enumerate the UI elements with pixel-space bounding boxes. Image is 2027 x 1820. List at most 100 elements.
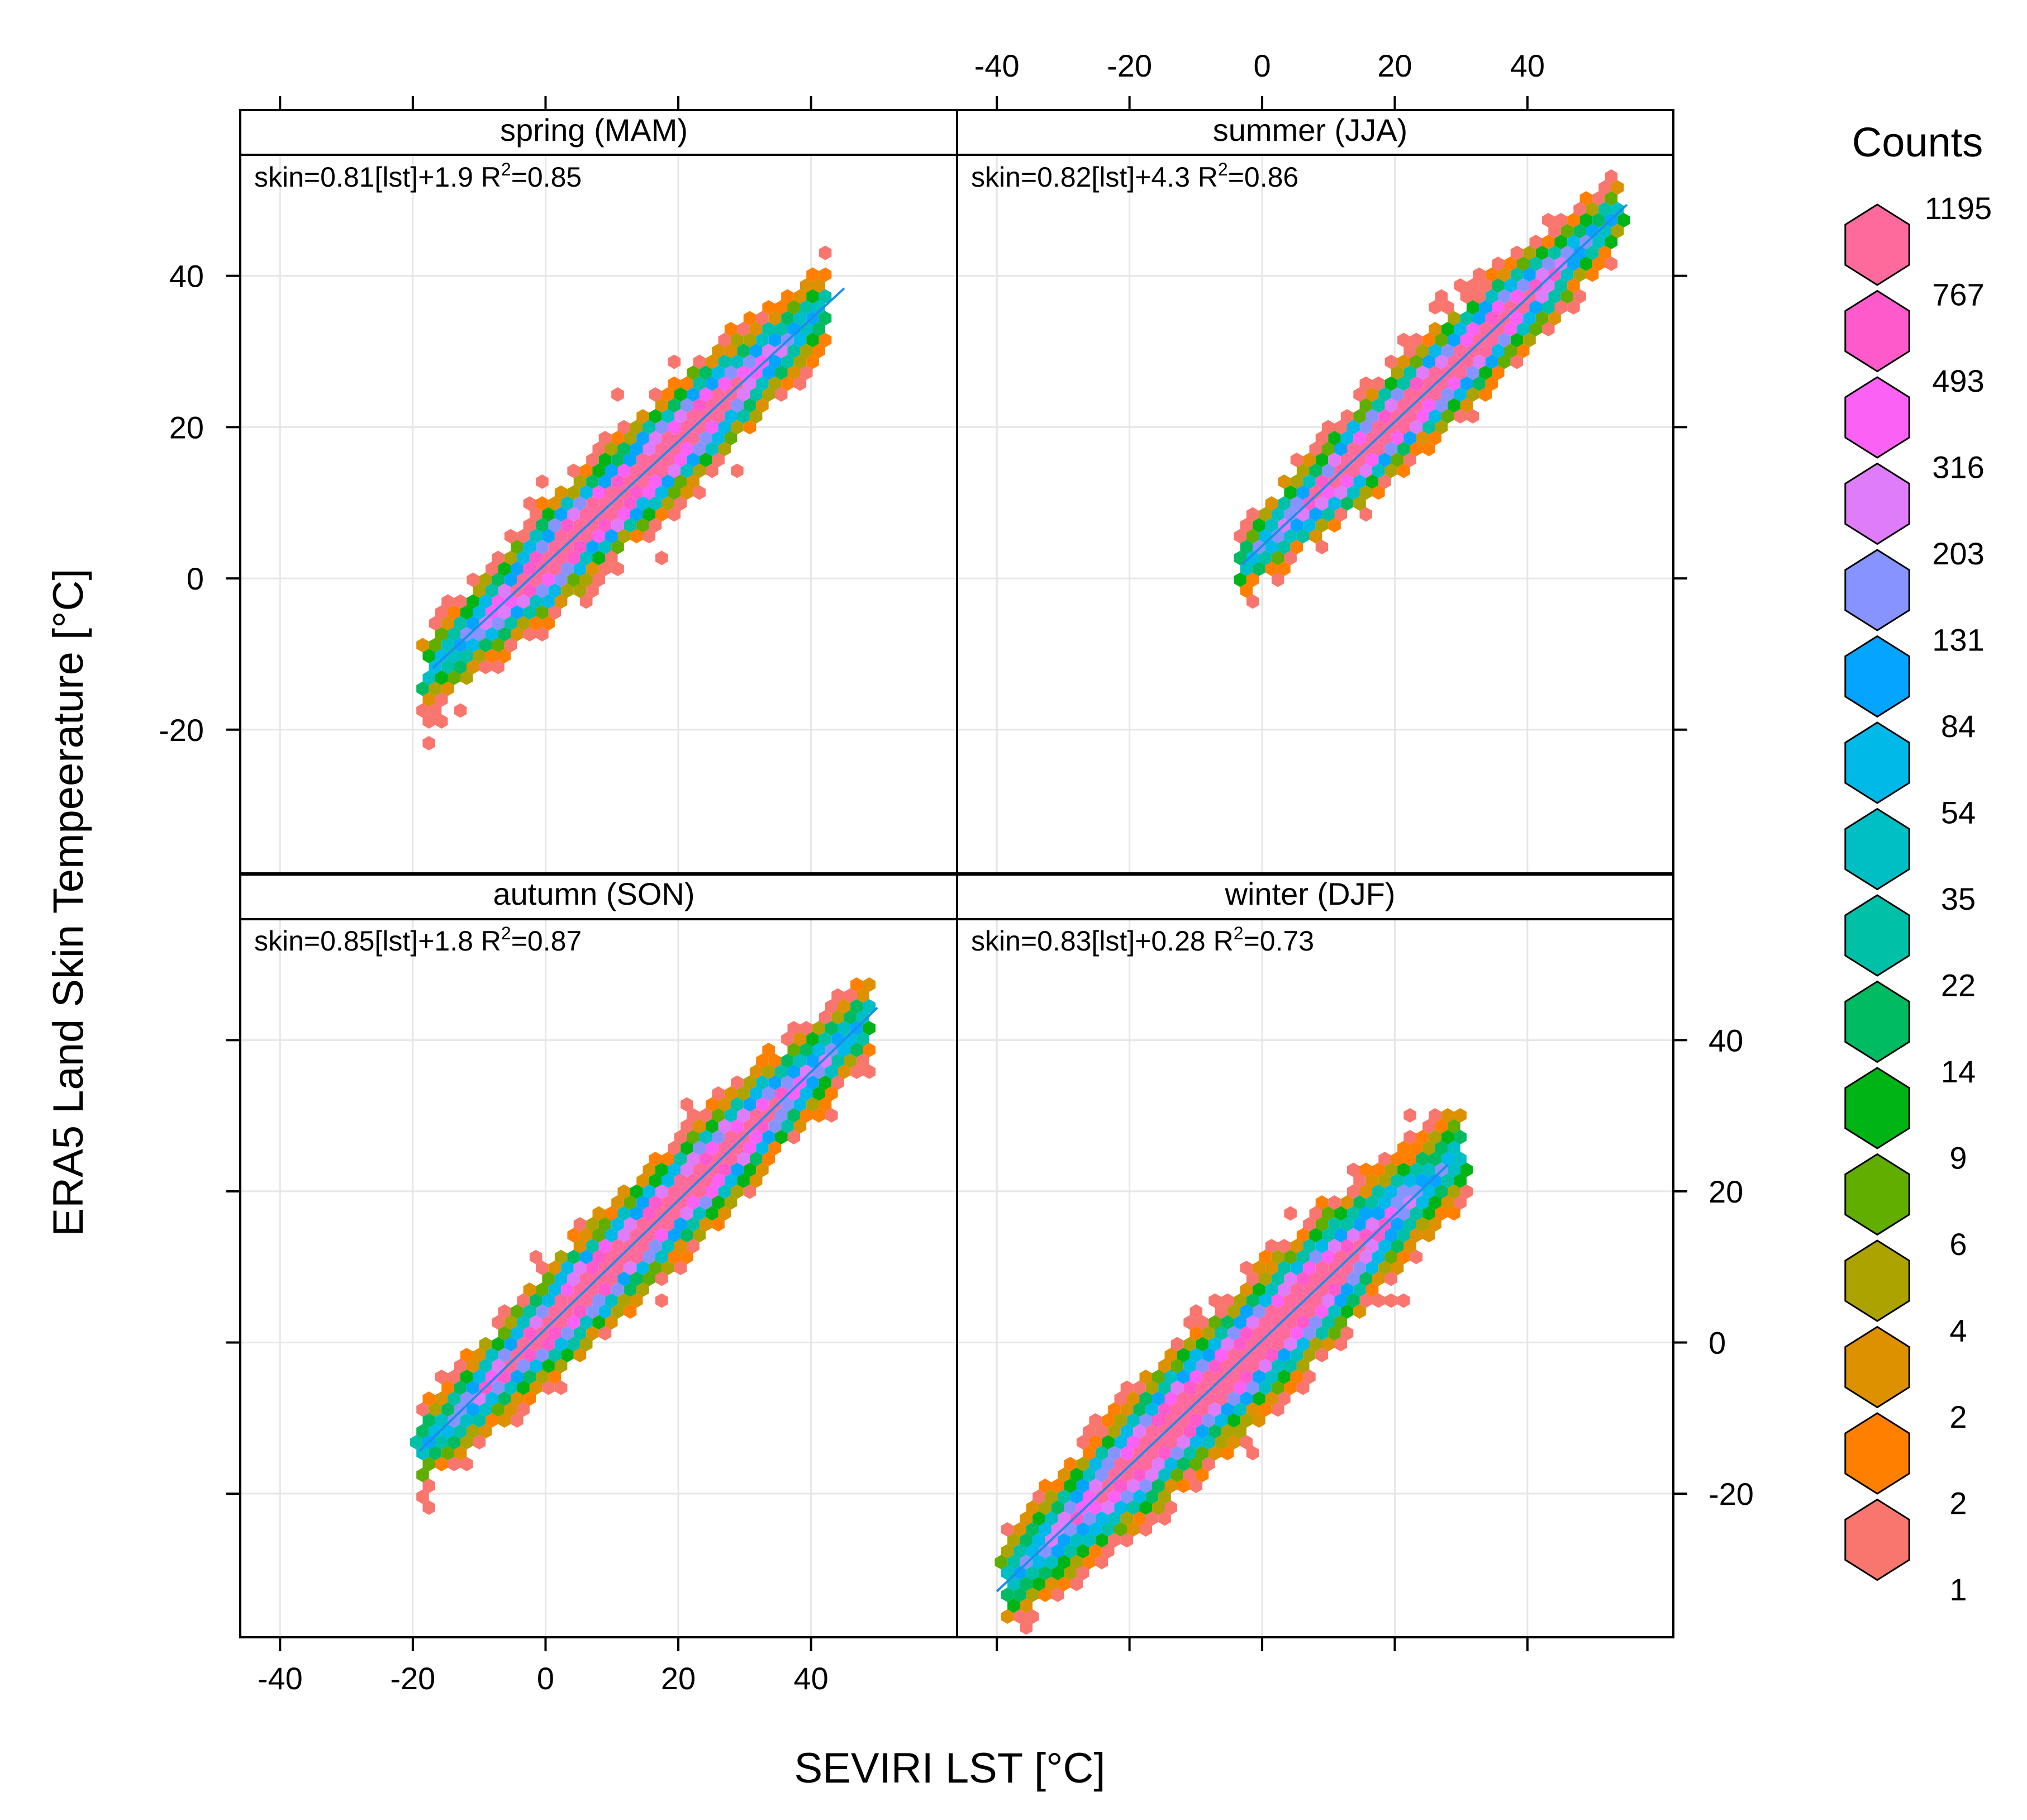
hexbin-cell [636, 453, 649, 467]
hexbin-cell [668, 463, 681, 478]
hexbin-cell [699, 365, 712, 380]
hexbin-cell [681, 463, 693, 478]
hexbin-cell [1315, 518, 1329, 533]
hexbin-cell [1454, 1130, 1467, 1144]
hexbin-cell [1391, 365, 1404, 380]
hexbin-cell [706, 398, 719, 413]
hexbin-cell [1246, 550, 1259, 566]
hexbin-cell [1246, 1358, 1259, 1374]
hexbin-cell [1372, 1228, 1385, 1243]
hexbin-cell [1064, 1500, 1077, 1515]
hexbin-cell [1416, 409, 1429, 424]
hexbin-cell [1284, 1271, 1297, 1286]
hexbin-cell [1492, 256, 1505, 271]
hexbin-cell [749, 1108, 763, 1123]
hexbin-cell [1265, 1239, 1278, 1253]
hexbin-cell [1296, 1358, 1310, 1374]
hexbin-cell [1384, 463, 1398, 478]
hexbin-cell [1422, 1119, 1435, 1134]
hexbin-cell [800, 344, 813, 358]
hexbin-cell [1353, 1304, 1366, 1319]
hexbin-cell [1183, 1446, 1196, 1461]
hexbin-cell [649, 387, 662, 402]
hexbin-cell [749, 365, 763, 380]
hexbin-cell [768, 1075, 782, 1090]
hexbin-cell [1013, 1522, 1026, 1537]
hexbin-cell [504, 616, 517, 631]
hexbin-cell [1328, 1261, 1341, 1275]
legend-label: 6 [1949, 1227, 1967, 1262]
hexbin-cell [523, 540, 536, 554]
hexbin-cell [812, 322, 825, 336]
hexbin-cell [674, 1130, 687, 1144]
hexbin-cell [812, 1086, 825, 1101]
legend-swatch [1844, 980, 1910, 1063]
hexbin-cell [793, 354, 807, 369]
hexbin-cell [1353, 409, 1366, 424]
hexbin-cell [1353, 387, 1366, 402]
hexbin-cell [492, 1358, 505, 1374]
hexbin-cell [1422, 398, 1435, 413]
hexbin-cell [831, 1053, 844, 1068]
hexbin-cell [1290, 1239, 1303, 1253]
hexbin-cell [662, 1239, 674, 1253]
hexbin-cell [517, 1315, 530, 1330]
hexbin-cell [756, 1053, 769, 1068]
hexbin-cell [529, 1380, 543, 1395]
hexbin-cell [511, 1326, 524, 1341]
hexbin-cell [1026, 1609, 1039, 1624]
hexbin-cell [1429, 409, 1441, 424]
hexbin-cell [706, 420, 719, 435]
hexbin-cell [617, 1184, 630, 1199]
hexbin-cell [643, 420, 655, 435]
hexbin-cell [1567, 213, 1580, 227]
hexbin-cell [579, 485, 593, 500]
hexbin-cell [460, 627, 473, 641]
hexbin-cell [473, 605, 486, 620]
hexbin-cell [1359, 1184, 1372, 1199]
hexbin-cell [1265, 1304, 1278, 1319]
hexbin-cell [1529, 322, 1542, 336]
hexbin-cell [1410, 1141, 1423, 1156]
hexbin-cell [825, 1065, 838, 1079]
hexbin-cell [504, 1315, 517, 1330]
hexbin-cell [1517, 322, 1530, 336]
hexbin-cell [579, 572, 593, 587]
hexbin-cell [611, 1304, 624, 1319]
hexbin-cell [1058, 1511, 1070, 1526]
hexbin-cell [662, 409, 674, 424]
hexbin-cell [812, 278, 825, 293]
hexbin-cell [1271, 1249, 1284, 1265]
hexbin-cell [579, 1228, 593, 1243]
hexbin-cell [1284, 1380, 1297, 1395]
hexbin-cell [1372, 463, 1385, 478]
hexbin-cell [1554, 256, 1568, 271]
hexbin-cell [1365, 1282, 1379, 1297]
hexbin-cell [586, 453, 599, 467]
hexbin-cell [1429, 1217, 1441, 1232]
hexbin-cell [655, 1228, 668, 1243]
hexbin-cell [793, 1119, 807, 1134]
hexbin-cell [561, 562, 574, 576]
hexbin-cell [435, 627, 448, 641]
hexbin-cell [1083, 1533, 1096, 1548]
hexbin-cell [724, 1173, 737, 1188]
hexbin-cell [838, 1043, 851, 1057]
hexbin-cell [793, 311, 807, 326]
hexbin-cell [1271, 1380, 1284, 1395]
hexbin-cell [630, 420, 643, 435]
hexbin-cell [592, 463, 605, 478]
hexbin-cell [454, 1358, 467, 1374]
hexbin-cell [1353, 496, 1366, 511]
hexbin-cell [554, 1337, 568, 1352]
hexbin-cell [724, 1086, 737, 1101]
hexbin-cell [579, 507, 593, 522]
hexbin-cell [749, 1173, 763, 1188]
hexbin-cell [1045, 1576, 1058, 1591]
hexbin-cell [441, 681, 454, 696]
hexbin-cell [793, 1053, 807, 1068]
hexbin-cell [731, 1097, 744, 1112]
hexbin-cell [473, 1348, 486, 1362]
hexbin-cell [1152, 1370, 1165, 1384]
hexbin-cell [529, 529, 543, 544]
